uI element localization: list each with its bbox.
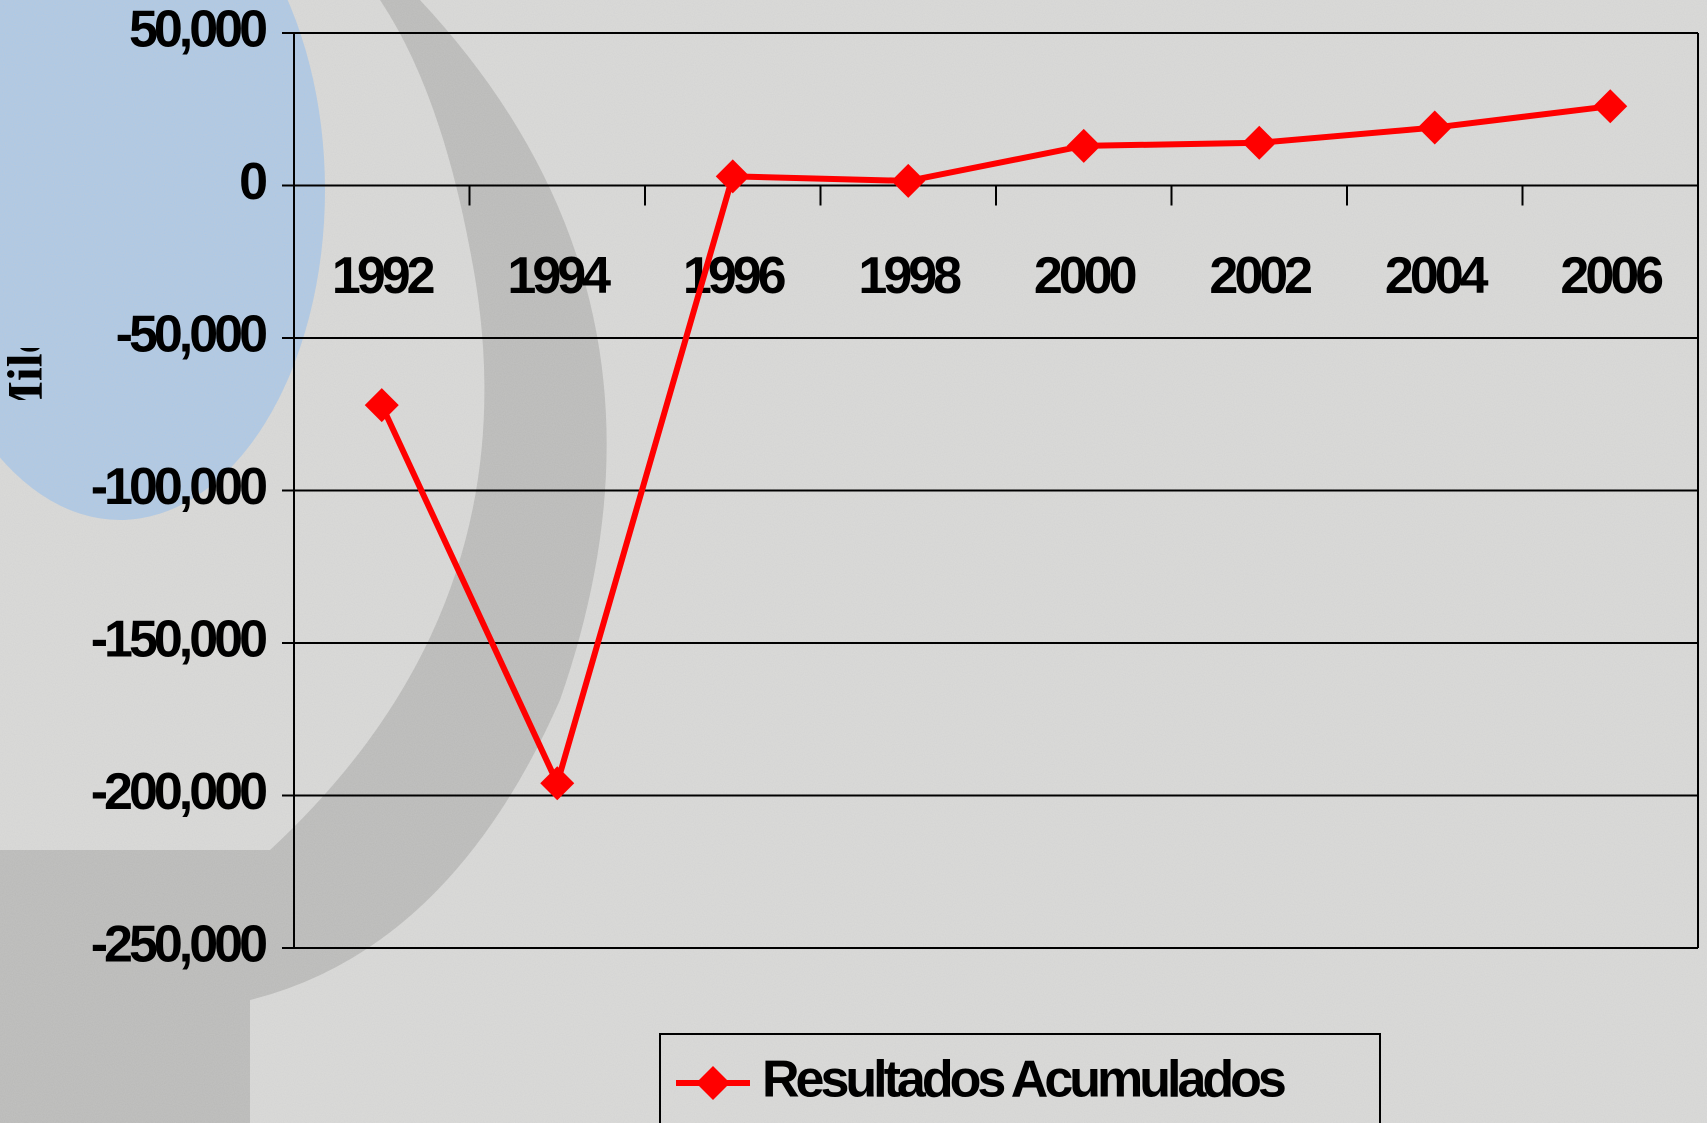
y-tick-label: -150,000 xyxy=(91,611,266,669)
y-tick-label: -250,000 xyxy=(91,916,266,974)
marker xyxy=(1242,125,1277,160)
x-tick-label: 1994 xyxy=(507,247,611,305)
x-tick-label: 2000 xyxy=(1034,247,1136,305)
y-tick-label: 50,000 xyxy=(129,1,266,59)
marker xyxy=(891,163,926,198)
y-tick-label: -100,000 xyxy=(91,458,266,516)
marker xyxy=(364,388,399,423)
series-line xyxy=(379,103,1611,792)
y-tick-label: 0 xyxy=(239,153,266,211)
y-tick-label: -50,000 xyxy=(116,306,266,364)
legend-box xyxy=(659,1033,1381,1123)
y-axis-title: Miles xyxy=(0,312,52,429)
x-tick-label: 2006 xyxy=(1560,247,1663,305)
x-tick-label: 1998 xyxy=(858,247,961,305)
legend-marker xyxy=(696,1066,730,1100)
y-tick-label: -200,000 xyxy=(91,763,266,821)
marker xyxy=(540,766,575,801)
marker xyxy=(715,159,750,194)
legend-label: Resultados Acumulados xyxy=(762,1051,1285,1109)
x-tick-label: 1992 xyxy=(332,247,434,305)
marker xyxy=(1593,89,1628,124)
x-tick-label: 2004 xyxy=(1385,247,1489,305)
marker xyxy=(1066,128,1101,163)
x-tick-label: 2002 xyxy=(1209,247,1311,305)
marker xyxy=(1417,110,1452,145)
